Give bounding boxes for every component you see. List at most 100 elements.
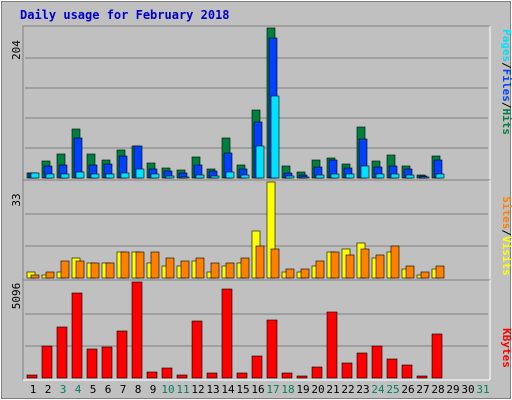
pages-bar-day-14 [225, 171, 235, 179]
legend-panel1: Pages/Files/Hits [500, 29, 512, 135]
pages-bar-day-11 [180, 176, 190, 179]
sites-bar-day-2 [45, 271, 55, 279]
pages-bar-day-4 [75, 171, 85, 179]
kbytes-bar-day-21 [326, 311, 338, 379]
kbytes-bar-day-3 [56, 326, 68, 379]
bars-layer [26, 27, 445, 379]
legend-panel3: KBytes [500, 328, 512, 368]
sites-bar-day-22 [345, 254, 355, 279]
sites-bar-day-10 [165, 257, 175, 279]
pages-bar-day-1 [30, 172, 40, 179]
panel-frames [22, 25, 491, 381]
x-tick-day-13: 13 [206, 383, 219, 396]
kbytes-bar-day-14 [221, 288, 233, 379]
legend-sep1: / [500, 62, 512, 69]
legend-kbytes: KBytes [500, 328, 512, 368]
pages-bar-day-25 [390, 173, 400, 179]
x-tick-day-21: 21 [326, 383, 339, 396]
pages-bar-day-24 [375, 173, 385, 179]
pages-bar-day-3 [60, 173, 70, 179]
pages-bar-day-10 [165, 175, 175, 179]
sites-bar-day-21 [330, 251, 340, 279]
x-tick-day-26: 26 [401, 383, 414, 396]
x-tick-day-27: 27 [416, 383, 429, 396]
x-tick-day-15: 15 [236, 383, 249, 396]
kbytes-bar-day-10 [161, 367, 173, 379]
x-tick-day-14: 14 [221, 383, 235, 396]
x-tick-day-6: 6 [105, 383, 112, 396]
x-tick-day-25: 25 [386, 383, 399, 396]
sites-bar-day-25 [390, 245, 400, 279]
kbytes-bar-day-20 [311, 366, 323, 379]
x-tick-day-3: 3 [60, 383, 67, 396]
sites-bar-day-5 [90, 262, 100, 279]
x-tick-day-7: 7 [120, 383, 127, 396]
sites-bar-day-8 [135, 251, 145, 279]
legend-visits: Visits [500, 236, 512, 276]
kbytes-bar-day-7 [116, 330, 128, 379]
kbytes-bar-day-11 [176, 374, 188, 379]
pages-bar-day-9 [150, 173, 160, 179]
legend-panel2: Sites/Visits [500, 196, 512, 276]
pages-bar-day-16 [255, 145, 265, 179]
legend-sep2: / [500, 102, 512, 109]
ymax-label-kbytes: 5096 [10, 283, 23, 310]
kbytes-bar-day-24 [371, 345, 383, 379]
kbytes-bar-day-9 [146, 371, 158, 379]
pages-bar-day-13 [210, 175, 220, 179]
pages-bar-day-18 [285, 175, 295, 179]
x-tick-day-17: 17 [266, 383, 279, 396]
kbytes-bar-day-6 [101, 346, 113, 379]
legend-files: Files [500, 69, 512, 102]
x-tick-day-23: 23 [356, 383, 369, 396]
sites-bar-day-18 [285, 268, 295, 279]
pages-bar-day-12 [195, 174, 205, 179]
sites-bar-day-16 [255, 245, 265, 279]
kbytes-bar-day-2 [41, 345, 53, 379]
kbytes-bar-day-1 [26, 374, 38, 379]
sites-bar-day-17 [270, 248, 280, 279]
legend-hits: Hits [500, 109, 512, 136]
kbytes-bar-day-13 [206, 372, 218, 379]
sites-bar-day-28 [435, 265, 445, 279]
sites-bar-day-19 [300, 268, 310, 279]
sites-bar-day-4 [75, 260, 85, 279]
x-tick-day-30: 30 [461, 383, 474, 396]
chart-title: Daily usage for February 2018 [20, 8, 230, 22]
kbytes-bar-day-22 [341, 362, 353, 379]
ymax-label-visits: 33 [10, 193, 23, 206]
sites-bar-day-14 [225, 262, 235, 279]
pages-bar-day-15 [240, 174, 250, 179]
sites-bar-day-15 [240, 257, 250, 279]
kbytes-bar-day-27 [416, 375, 428, 379]
kbytes-bar-day-16 [251, 355, 263, 379]
x-tick-day-2: 2 [45, 383, 52, 396]
kbytes-bar-day-23 [356, 352, 368, 379]
legend-sep3: / [500, 229, 512, 236]
kbytes-bar-day-12 [191, 320, 203, 379]
x-tick-day-5: 5 [90, 383, 97, 396]
pages-bar-day-5 [90, 173, 100, 179]
x-tick-day-16: 16 [251, 383, 264, 396]
sites-bar-day-23 [360, 248, 370, 279]
x-tick-day-24: 24 [371, 383, 385, 396]
kbytes-bar-day-8 [131, 281, 143, 379]
kbytes-bar-day-26 [401, 364, 413, 379]
sites-bar-day-12 [195, 257, 205, 279]
kbytes-bar-day-25 [386, 358, 398, 379]
pages-bar-day-6 [105, 173, 115, 179]
x-tick-day-12: 12 [191, 383, 204, 396]
x-tick-day-11: 11 [176, 383, 189, 396]
x-tick-day-4: 4 [75, 383, 82, 396]
x-tick-day-22: 22 [341, 383, 354, 396]
sites-bar-day-20 [315, 260, 325, 279]
ymax-label-hits: 204 [10, 40, 23, 60]
sites-bar-day-6 [105, 262, 115, 279]
pages-bar-day-27 [420, 176, 430, 179]
sites-bar-day-13 [210, 262, 220, 279]
x-tick-day-1: 1 [30, 383, 37, 396]
x-tick-day-10: 10 [161, 383, 174, 396]
